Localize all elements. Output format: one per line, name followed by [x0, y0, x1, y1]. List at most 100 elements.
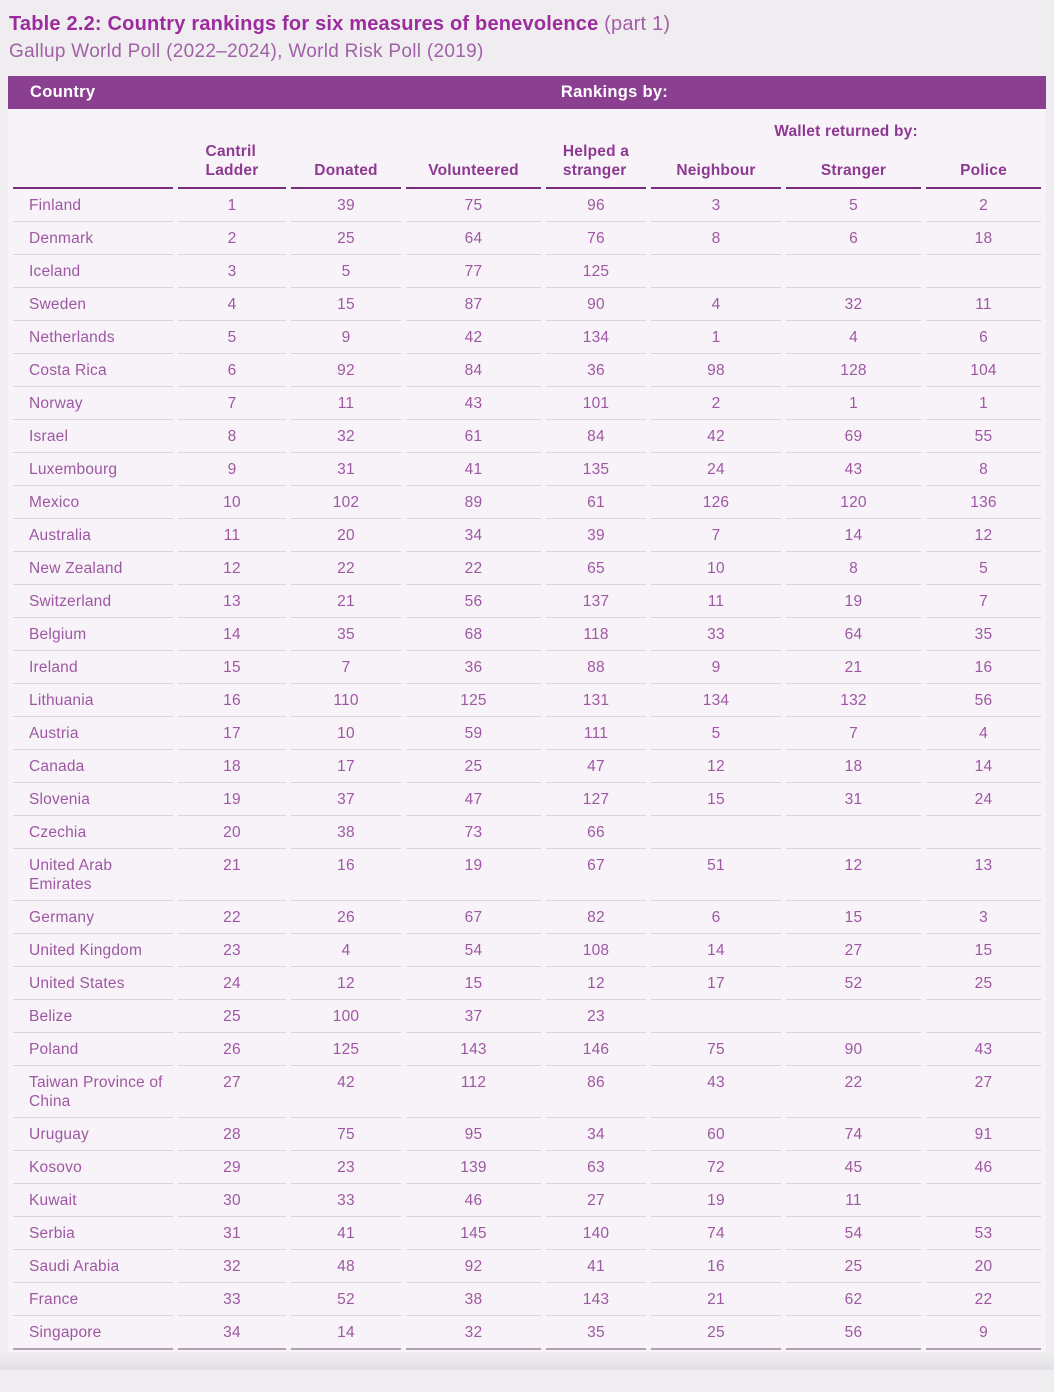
- rank-cell: 143: [546, 1283, 646, 1316]
- rank-cell: 25: [291, 222, 401, 255]
- column-header-police: Police: [926, 142, 1042, 189]
- rank-cell: [786, 255, 921, 288]
- rank-cell: 31: [786, 783, 921, 816]
- rank-cell: 23: [291, 1151, 401, 1184]
- rank-cell: 45: [786, 1151, 921, 1184]
- rank-cell: 74: [651, 1217, 781, 1250]
- country-cell: New Zealand: [13, 552, 173, 585]
- rank-cell: [926, 816, 1042, 849]
- country-cell: France: [13, 1283, 173, 1316]
- rank-cell: 6: [651, 901, 781, 934]
- rank-cell: 5: [651, 717, 781, 750]
- rank-cell: 16: [291, 849, 401, 901]
- country-header-label: Country: [30, 83, 96, 101]
- rank-cell: 134: [651, 684, 781, 717]
- rank-cell: 25: [178, 1000, 286, 1033]
- column-header-row: Cantril Ladder Donated Volunteered Helped…: [13, 142, 1042, 189]
- rank-cell: 42: [291, 1066, 401, 1118]
- rank-cell: 15: [926, 934, 1042, 967]
- rank-cell: 20: [291, 519, 401, 552]
- rank-cell: 92: [406, 1250, 541, 1283]
- rank-cell: 21: [178, 849, 286, 901]
- rank-cell: 24: [178, 967, 286, 1000]
- rank-cell: 140: [546, 1217, 646, 1250]
- rank-cell: 28: [178, 1118, 286, 1151]
- rank-cell: 5: [291, 255, 401, 288]
- rank-cell: 48: [291, 1250, 401, 1283]
- rank-cell: 102: [291, 486, 401, 519]
- rank-cell: 2: [651, 387, 781, 420]
- country-cell: United Arab Emirates: [13, 849, 173, 901]
- rank-cell: 16: [178, 684, 286, 717]
- rank-cell: 90: [786, 1033, 921, 1066]
- country-cell: Norway: [13, 387, 173, 420]
- table-row: Czechia 20 38 73 66: [13, 816, 1042, 849]
- column-header-stranger: Stranger: [786, 142, 921, 189]
- table-row: Kuwait 30 33 46 27 19 11: [13, 1184, 1042, 1217]
- table-row: United States 24 12 15 12 17 52 25: [13, 967, 1042, 1000]
- page-bottom-strip: [0, 1352, 1054, 1370]
- rank-cell: 15: [406, 967, 541, 1000]
- table-row: Germany 22 26 67 82 6 15 3: [13, 901, 1042, 934]
- rank-cell: 20: [178, 816, 286, 849]
- country-cell: Serbia: [13, 1217, 173, 1250]
- rank-cell: 64: [786, 618, 921, 651]
- rank-cell: 104: [926, 354, 1042, 387]
- rank-cell: 41: [406, 453, 541, 486]
- rank-cell: 47: [546, 750, 646, 783]
- table-row: Netherlands 5 9 42 134 1 4 6: [13, 321, 1042, 354]
- rank-cell: [651, 255, 781, 288]
- table-row: Switzerland 13 21 56 137 11 19 7: [13, 585, 1042, 618]
- table-row: Norway 7 11 43 101 2 1 1: [13, 387, 1042, 420]
- rank-cell: 72: [651, 1151, 781, 1184]
- country-cell: Netherlands: [13, 321, 173, 354]
- country-cell: Mexico: [13, 486, 173, 519]
- rank-cell: 11: [786, 1184, 921, 1217]
- rank-cell: 14: [291, 1316, 401, 1350]
- rank-cell: 132: [786, 684, 921, 717]
- rank-cell: 33: [178, 1283, 286, 1316]
- rank-cell: 22: [291, 552, 401, 585]
- rank-cell: 125: [406, 684, 541, 717]
- rank-cell: 19: [406, 849, 541, 901]
- rank-cell: 38: [406, 1283, 541, 1316]
- rank-cell: 52: [291, 1283, 401, 1316]
- table-row: United Arab Emirates 21 16 19 67 51 12 13: [13, 849, 1042, 901]
- table-row: Israel 8 32 61 84 42 69 55: [13, 420, 1042, 453]
- rank-cell: 12: [651, 750, 781, 783]
- rank-cell: 3: [926, 901, 1042, 934]
- rank-cell: 47: [406, 783, 541, 816]
- rank-cell: 37: [291, 783, 401, 816]
- rank-cell: 7: [651, 519, 781, 552]
- country-cell: Canada: [13, 750, 173, 783]
- rank-cell: 35: [926, 618, 1042, 651]
- table-row: Kosovo 29 23 139 63 72 45 46: [13, 1151, 1042, 1184]
- country-cell: Lithuania: [13, 684, 173, 717]
- table-row: France 33 52 38 143 21 62 22: [13, 1283, 1042, 1316]
- rank-cell: 60: [651, 1118, 781, 1151]
- rank-cell: 24: [926, 783, 1042, 816]
- rank-cell: 8: [926, 453, 1042, 486]
- table-title: Table 2.2: Country rankings for six meas…: [9, 13, 1044, 36]
- rank-cell: 4: [291, 934, 401, 967]
- rank-cell: 25: [926, 967, 1042, 1000]
- country-cell: Kuwait: [13, 1184, 173, 1217]
- rank-cell: 146: [546, 1033, 646, 1066]
- rank-cell: 14: [926, 750, 1042, 783]
- rank-cell: 12: [178, 552, 286, 585]
- rank-cell: 54: [786, 1217, 921, 1250]
- rank-cell: 8: [178, 420, 286, 453]
- rank-cell: 16: [926, 651, 1042, 684]
- rank-cell: 127: [546, 783, 646, 816]
- rank-cell: 56: [786, 1316, 921, 1350]
- table-row: Serbia 31 41 145 140 74 54 53: [13, 1217, 1042, 1250]
- rank-cell: 10: [651, 552, 781, 585]
- rank-cell: 43: [786, 453, 921, 486]
- rank-cell: 2: [926, 189, 1042, 222]
- rank-cell: 9: [178, 453, 286, 486]
- country-cell: Costa Rica: [13, 354, 173, 387]
- country-cell: Taiwan Province of China: [13, 1066, 173, 1118]
- country-cell: Germany: [13, 901, 173, 934]
- rank-cell: [651, 1000, 781, 1033]
- rank-cell: 33: [291, 1184, 401, 1217]
